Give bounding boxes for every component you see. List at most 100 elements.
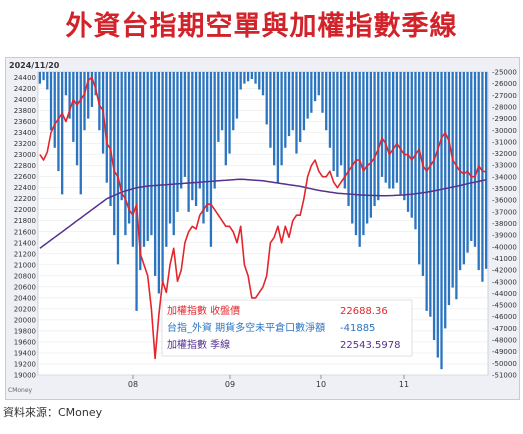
bar — [332, 72, 335, 172]
bar — [269, 72, 272, 148]
bar — [243, 72, 246, 84]
y-left-tick-label: 20200 — [14, 305, 36, 313]
x-tick-label: 11 — [399, 380, 409, 389]
bar — [347, 72, 350, 207]
bar — [232, 72, 235, 131]
bar — [287, 72, 291, 137]
bar — [87, 72, 90, 119]
bar — [90, 72, 94, 107]
bar — [38, 72, 42, 84]
bar — [64, 72, 68, 96]
date-label: 2024/11/20 — [9, 61, 60, 70]
y-right-tick-label: -47000 — [492, 325, 517, 333]
y-right-tick-label: -25000 — [492, 69, 517, 77]
bar — [429, 72, 432, 317]
y-left-tick-label: 19200 — [14, 360, 36, 368]
y-right-tick-label: -45000 — [492, 302, 517, 310]
y-right-tick-label: -33000 — [492, 162, 517, 170]
bar — [131, 72, 134, 247]
bar — [217, 72, 220, 142]
bar — [75, 72, 79, 166]
bar — [68, 72, 71, 119]
bar — [325, 72, 328, 131]
bar — [477, 72, 480, 271]
bar — [135, 72, 138, 311]
bar — [399, 72, 402, 195]
y-right-tick-label: -43000 — [492, 278, 517, 286]
bar — [228, 72, 231, 154]
bar — [120, 72, 123, 201]
bar — [224, 72, 227, 166]
y-right-tick-label: -27000 — [492, 92, 517, 100]
bar — [440, 72, 443, 370]
bar — [436, 72, 439, 358]
bar — [146, 72, 149, 241]
bar — [265, 72, 268, 125]
bar — [432, 72, 436, 341]
y-left-tick-label: 20000 — [14, 316, 36, 324]
bar — [57, 72, 60, 172]
legend-label-bars: 台指_外資 期貨多空未平倉口數淨額 — [167, 321, 325, 334]
bar — [261, 72, 265, 96]
bar — [53, 72, 56, 148]
bar — [354, 72, 358, 236]
y-left-tick-label: 20600 — [14, 283, 36, 291]
bar — [139, 72, 142, 271]
bar — [484, 72, 488, 269]
bar — [291, 72, 294, 131]
bar — [328, 72, 332, 148]
bar — [339, 72, 343, 166]
legend-box: 加權指數 收盤價 22688.36 台指_外資 期貨多空未平倉口數淨額 -418… — [161, 299, 413, 357]
bar — [187, 72, 190, 212]
x-tick-label: 10 — [316, 380, 326, 389]
bar — [172, 72, 175, 236]
y-right-tick-label: -31000 — [492, 138, 517, 146]
bar — [176, 72, 179, 212]
y-right-tick-label: -30000 — [492, 127, 517, 135]
bar — [98, 72, 101, 131]
bar — [157, 72, 161, 294]
bar — [124, 72, 127, 236]
y-left-tick-label: 23400 — [14, 129, 36, 137]
y-right-tick-label: -44000 — [492, 290, 517, 298]
bar — [183, 72, 187, 177]
bar — [406, 72, 410, 212]
y-right-tick-label: -32000 — [492, 150, 517, 158]
bar — [384, 72, 387, 183]
y-right-tick-label: -40000 — [492, 243, 517, 251]
bar — [250, 72, 253, 79]
y-right-tick-label: -34000 — [492, 173, 517, 181]
y-left-tick-label: 22200 — [14, 195, 36, 203]
y-left-tick-label: 22600 — [14, 173, 36, 181]
bar — [362, 72, 365, 236]
bar — [254, 72, 257, 84]
chart-title: 外資台指期空單與加權指數季線 — [65, 11, 458, 42]
bar — [418, 72, 421, 265]
bar — [83, 72, 86, 131]
bar — [473, 72, 477, 247]
y-right-tick-label: -38000 — [492, 220, 517, 228]
y-left-tick-label: 23600 — [14, 118, 36, 126]
bar — [42, 72, 45, 81]
y-right-tick-label: -41000 — [492, 255, 517, 263]
bar — [194, 72, 198, 207]
y-right-tick-label: -49000 — [492, 348, 517, 356]
bar — [451, 72, 454, 288]
y-left-tick-label: 22800 — [14, 162, 36, 170]
bar — [168, 72, 172, 224]
bar — [109, 72, 112, 207]
bar — [380, 72, 384, 177]
y-right-tick-label: -50000 — [492, 360, 517, 368]
bar — [392, 72, 395, 189]
bar — [351, 72, 354, 224]
y-left-tick-label: 23800 — [14, 107, 36, 115]
bar — [414, 72, 417, 230]
y-left-tick-label: 22400 — [14, 184, 36, 192]
bar — [466, 72, 469, 253]
bar — [239, 72, 242, 90]
bar — [246, 72, 250, 82]
y-right-tick-label: -46000 — [492, 313, 517, 321]
y-left-tick-label: 21800 — [14, 217, 36, 225]
y-left-tick-label: 21400 — [14, 239, 36, 247]
bar — [462, 72, 465, 265]
